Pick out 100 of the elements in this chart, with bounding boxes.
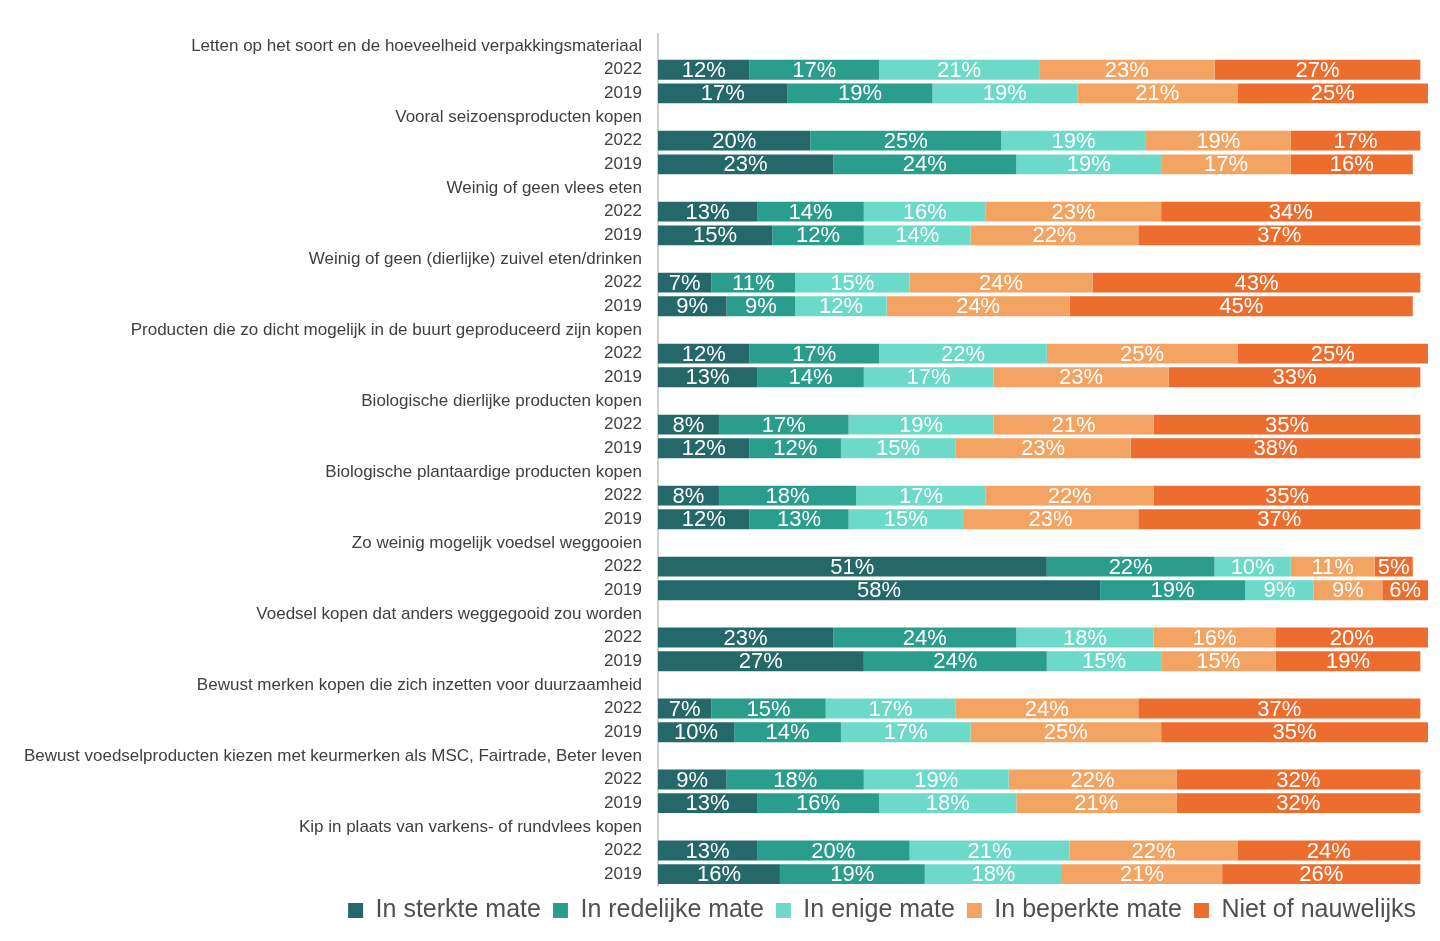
bar	[879, 59, 1040, 80]
data-label: 43%	[1234, 269, 1279, 295]
data-label: 12%	[681, 506, 726, 532]
data-label: 35%	[1272, 719, 1317, 745]
data-label: 17%	[1333, 127, 1378, 153]
y-tick-label: 2022	[604, 840, 642, 860]
data-label: 22%	[1032, 222, 1077, 248]
y-tick-label: Weinig of geen (dierlijke) zuivel eten/drinken	[308, 248, 642, 268]
data-label: 19%	[914, 766, 959, 792]
data-label: 17%	[906, 364, 951, 390]
data-label: 24%	[1024, 695, 1069, 721]
bar	[1237, 83, 1428, 104]
bar	[1046, 556, 1215, 577]
data-label: 15%	[1196, 648, 1241, 674]
data-label: 23%	[1020, 435, 1065, 461]
data-label: 19%	[1196, 127, 1241, 153]
y-tick-label: 2022	[604, 201, 642, 221]
bar	[863, 651, 1047, 672]
data-label: 38%	[1253, 435, 1298, 461]
y-tick-label: 2019	[604, 650, 642, 670]
data-label: 16%	[796, 790, 841, 816]
data-label: 23%	[1104, 56, 1149, 82]
data-label: 25%	[1310, 340, 1355, 366]
bar	[909, 272, 1093, 293]
data-label: 26%	[1299, 861, 1344, 887]
y-tick-label: 2019	[604, 295, 642, 315]
bar	[840, 722, 971, 743]
y-tick-label: 2019	[604, 508, 642, 528]
data-label: 9%	[676, 293, 709, 319]
legend-label: In beperkte mate	[994, 894, 1182, 923]
data-label: 22%	[940, 340, 985, 366]
data-label: 21%	[967, 837, 1012, 863]
y-tick-label: 2022	[604, 343, 642, 363]
bar	[985, 201, 1162, 222]
bar	[657, 556, 1047, 577]
data-label: 13%	[685, 790, 730, 816]
y-tick-label: 2019	[604, 83, 642, 103]
bar	[1168, 367, 1421, 388]
y-tick-label: Voedsel kopen dat anders weggegooid zou worden	[256, 603, 642, 623]
data-label: 24%	[979, 269, 1024, 295]
bar	[1237, 343, 1428, 364]
data-label: 24%	[956, 293, 1001, 319]
y-tick-label: Bewust voedselproducten kiezen met keurmerken als MSC, Fairtrade, Beter leven	[24, 745, 642, 765]
data-label: 17%	[898, 482, 944, 508]
bar	[749, 59, 880, 80]
data-label: 22%	[1108, 553, 1153, 579]
data-label: 17%	[700, 80, 745, 106]
data-label: 13%	[776, 506, 822, 532]
bar	[1138, 225, 1421, 246]
bar	[1046, 343, 1238, 364]
y-tick-label: Biologische dierlijke producten kopen	[361, 390, 642, 410]
bar	[1077, 83, 1238, 104]
bar	[1092, 272, 1421, 293]
data-label: 23%	[723, 624, 768, 650]
bar	[886, 296, 1070, 317]
data-label: 22%	[1131, 837, 1176, 863]
y-tick-label: Vooral seizoensproducten kopen	[395, 106, 642, 126]
data-label: 21%	[1120, 861, 1165, 887]
data-label: 16%	[1192, 624, 1237, 650]
data-label: 18%	[925, 790, 970, 816]
data-label: 12%	[796, 222, 841, 248]
bar	[1153, 485, 1421, 506]
data-label: 23%	[723, 151, 768, 177]
y-tick-label: 2022	[604, 556, 642, 576]
bar	[657, 83, 788, 104]
data-label: 37%	[1257, 695, 1302, 721]
data-label: 8%	[672, 411, 705, 437]
legend-label: Niet of nauwelijks	[1221, 894, 1416, 923]
y-tick-label: 2022	[604, 272, 642, 292]
data-label: 8%	[672, 482, 705, 508]
bar	[657, 154, 834, 175]
bar	[955, 438, 1131, 459]
bar	[1039, 59, 1215, 80]
data-label: 23%	[1051, 198, 1096, 224]
data-label: 22%	[1047, 482, 1092, 508]
data-label: 19%	[982, 80, 1027, 106]
data-label: 14%	[788, 364, 833, 390]
data-label: 21%	[1074, 790, 1119, 816]
data-label: 18%	[971, 861, 1016, 887]
data-label: 12%	[681, 435, 726, 461]
data-label: 45%	[1219, 293, 1264, 319]
bar	[718, 414, 849, 435]
data-label: 20%	[1329, 624, 1374, 650]
data-label: 16%	[1329, 151, 1374, 177]
bar	[993, 414, 1154, 435]
data-label: 10%	[1230, 553, 1275, 579]
bar	[962, 509, 1139, 530]
y-tick-label: Zo weinig mogelijk voedsel weggooien	[351, 532, 642, 552]
data-label: 24%	[933, 648, 978, 674]
data-label: 19%	[1325, 648, 1370, 674]
data-label: 9%	[676, 766, 709, 792]
data-label: 13%	[685, 837, 730, 863]
data-label: 32%	[1276, 766, 1321, 792]
data-label: 23%	[1028, 506, 1073, 532]
data-label: 27%	[738, 648, 783, 674]
y-tick-label: 2022	[604, 130, 642, 150]
data-label: 16%	[902, 198, 947, 224]
data-label: 12%	[818, 293, 863, 319]
data-label: 5%	[1377, 553, 1410, 579]
bar	[993, 367, 1169, 388]
